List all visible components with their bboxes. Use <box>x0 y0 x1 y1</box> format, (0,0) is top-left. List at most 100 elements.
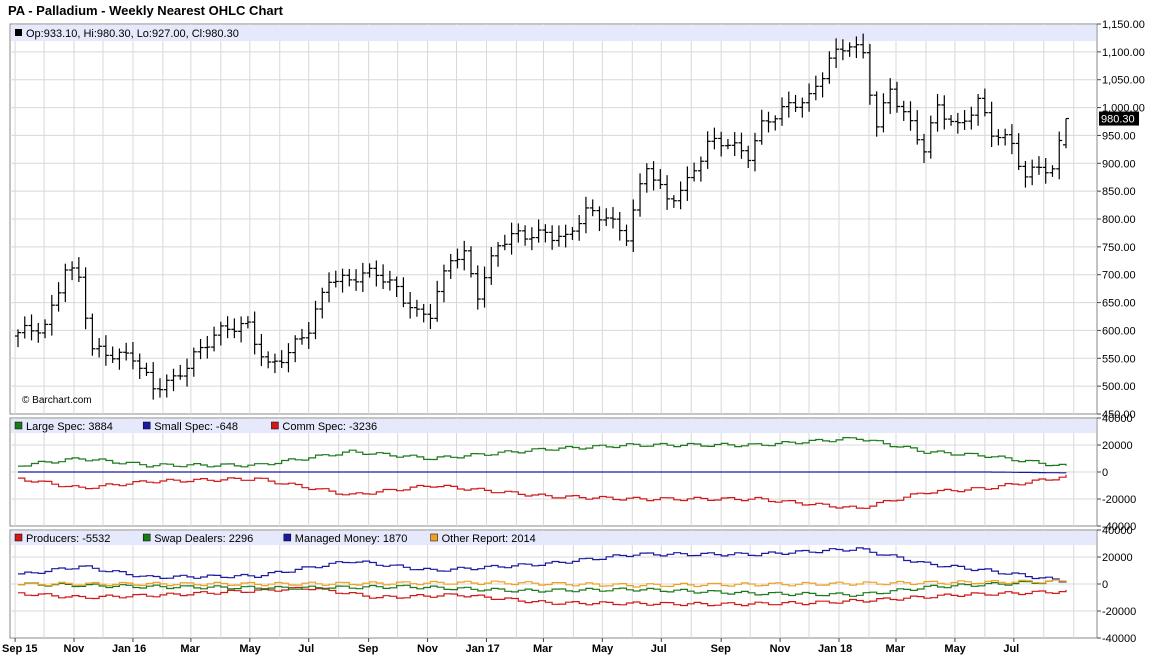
ohlc-bar <box>102 335 109 366</box>
cot2-y-tick-label: 20000 <box>1102 552 1133 564</box>
price-y-tick-label: 750.00 <box>1102 242 1136 254</box>
cot2-y-tick-label: -40000 <box>1102 633 1136 645</box>
price-legend-text: Op:933.10, Hi:980.30, Lo:927.00, Cl:980.… <box>26 28 239 40</box>
ohlc-bar <box>82 267 89 330</box>
price-y-tick-label: 850.00 <box>1102 186 1136 198</box>
ohlc-bar <box>718 131 725 157</box>
cot1-legend-swatch <box>142 421 151 430</box>
x-tick-label: Mar <box>886 643 906 655</box>
ohlc-bar <box>48 295 55 336</box>
ohlc-bar <box>562 224 569 248</box>
ohlc-bar <box>515 223 522 243</box>
ohlc-bar <box>528 227 535 251</box>
ohlc-bar <box>1008 124 1015 155</box>
cot1-series-small-spec <box>18 471 1067 474</box>
ohlc-bar <box>758 109 765 145</box>
ohlc-bar <box>860 33 867 59</box>
price-y-tick-label: 1,150.00 <box>1102 19 1145 31</box>
ohlc-bar <box>285 343 292 373</box>
ohlc-bar <box>934 93 941 132</box>
cot2-series-producers <box>18 586 1067 607</box>
ohlc-bar <box>853 36 860 59</box>
ohlc-bar <box>826 51 833 84</box>
cot1-legend-swatch <box>271 421 279 430</box>
ohlc-bar <box>380 264 387 290</box>
ohlc-bar <box>582 196 589 234</box>
ohlc-bar <box>434 280 441 322</box>
x-tick-label: Nov <box>417 643 439 655</box>
ohlc-bar <box>1049 165 1056 177</box>
x-tick-label: Jul <box>651 643 667 655</box>
ohlc-bar <box>677 181 684 210</box>
cot1-y-tick-label: -20000 <box>1102 494 1136 506</box>
ohlc-bar <box>657 169 664 189</box>
ohlc-bar <box>779 97 786 126</box>
ohlc-bar <box>1063 117 1069 149</box>
ohlc-bar <box>731 132 738 157</box>
ohlc-bar <box>55 282 62 312</box>
ohlc-bar <box>305 322 312 349</box>
ohlc-bar <box>893 81 900 113</box>
ohlc-bar <box>954 112 961 134</box>
price-y-tick-label: 1,100.00 <box>1102 47 1145 59</box>
ohlc-bar <box>231 318 238 339</box>
ohlc-bar <box>603 208 610 227</box>
ohlc-bar <box>407 292 414 319</box>
ohlc-bar <box>724 138 731 150</box>
ohlc-bar <box>136 353 143 379</box>
ohlc-bar <box>664 175 671 210</box>
ohlc-bar <box>326 272 333 303</box>
ohlc-bar <box>373 260 380 287</box>
cot2-legend-band <box>11 531 1096 545</box>
ohlc-bar <box>420 304 427 323</box>
ohlc-bar <box>921 133 928 163</box>
x-tick-label: Sep <box>358 643 378 655</box>
ohlc-bar <box>839 39 846 61</box>
ohlc-bar <box>495 241 502 267</box>
x-tick-label: Mar <box>533 643 553 655</box>
price-y-tick-label: 500.00 <box>1102 381 1136 393</box>
cot2-legend-swatch <box>283 533 292 542</box>
ohlc-bar <box>1056 131 1063 180</box>
price-y-tick-label: 700.00 <box>1102 270 1136 282</box>
ohlc-bar <box>691 162 698 182</box>
ohlc-bar <box>819 72 826 98</box>
ohlc-bar <box>488 246 495 285</box>
cot1-legend-text: Comm Spec: -3236 <box>282 421 377 433</box>
ohlc-bar <box>413 299 420 317</box>
cot2-y-tick-label: -20000 <box>1102 606 1136 618</box>
x-tick-label: May <box>944 643 966 655</box>
ohlc-bar <box>1022 160 1029 188</box>
x-tick-label: Jul <box>298 643 314 655</box>
ohlc-bar <box>116 348 123 370</box>
ohlc-bar <box>298 328 305 345</box>
x-tick-label: Nov <box>770 643 792 655</box>
ohlc-bar <box>914 110 921 145</box>
ohlc-bar <box>332 270 339 288</box>
ohlc-bar <box>792 94 799 112</box>
ohlc-bar <box>630 199 637 252</box>
last-price-flag <box>1099 111 1139 126</box>
ohlc-bar <box>873 91 880 137</box>
ohlc-bar <box>501 234 508 251</box>
ohlc-bar <box>643 163 650 193</box>
cot2-series-managed-money <box>18 547 1067 583</box>
cot1-y-tick-label: 20000 <box>1102 440 1133 452</box>
ohlc-bar <box>589 199 596 217</box>
cot1-series-comm-spec <box>18 474 1067 509</box>
ohlc-bar <box>846 42 853 57</box>
ohlc-bar <box>204 335 211 359</box>
ohlc-bar <box>312 300 319 340</box>
ohlc-bar <box>42 319 49 339</box>
ohlc-bar <box>697 156 704 182</box>
ohlc-bar <box>35 322 42 343</box>
ohlc-bar <box>751 132 758 172</box>
ohlc-bar <box>995 129 1002 146</box>
ohlc-bar <box>684 166 691 201</box>
ohlc-bar <box>440 264 447 303</box>
ohlc-bar <box>738 132 745 159</box>
ohlc-bar <box>211 326 218 352</box>
price-y-tick-label: 1,050.00 <box>1102 75 1145 87</box>
ohlc-bar <box>799 97 806 118</box>
